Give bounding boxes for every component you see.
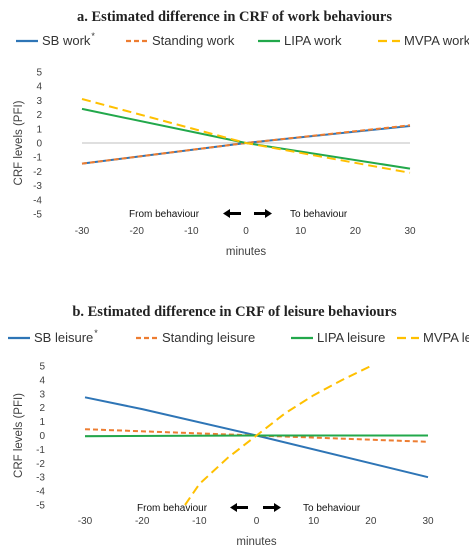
legend-superscript: * bbox=[94, 328, 98, 338]
arrow-right-head bbox=[265, 209, 272, 218]
annotation-from: From behaviour bbox=[129, 209, 200, 220]
x-tick-label: 30 bbox=[422, 516, 434, 527]
y-tick-label: 0 bbox=[39, 431, 45, 442]
y-tick-label: 3 bbox=[39, 389, 45, 400]
y-axis-label: CRF levels (PFI) bbox=[13, 100, 25, 185]
y-tick-label: -2 bbox=[33, 167, 42, 178]
x-tick-label: 0 bbox=[254, 516, 260, 527]
series-line bbox=[81, 98, 411, 174]
x-tick-label: 10 bbox=[308, 516, 320, 527]
series-line bbox=[184, 365, 372, 506]
y-tick-label: -4 bbox=[36, 487, 45, 498]
y-axis-label: CRF levels (PFI) bbox=[13, 393, 25, 478]
y-tick-label: -1 bbox=[33, 153, 42, 164]
x-tick-label: -10 bbox=[192, 516, 207, 527]
y-tick-label: 5 bbox=[39, 362, 45, 373]
y-tick-label: 1 bbox=[39, 417, 45, 428]
chart-title: a. Estimated difference in CRF of work b… bbox=[77, 9, 392, 25]
legend-label: MVPA work bbox=[404, 33, 469, 48]
y-tick-label: -5 bbox=[36, 501, 45, 512]
x-tick-label: 30 bbox=[404, 226, 416, 237]
legend-item: LIPA leisure bbox=[291, 330, 385, 345]
x-tick-label: -10 bbox=[184, 226, 199, 237]
y-tick-label: 0 bbox=[36, 139, 42, 150]
x-tick-label: -30 bbox=[78, 516, 93, 527]
x-tick-label: -30 bbox=[75, 226, 90, 237]
legend-item: SB leisure * bbox=[8, 328, 98, 345]
y-tick-label: -5 bbox=[33, 210, 42, 221]
legend-label: Standing work bbox=[152, 33, 235, 48]
legend-superscript: * bbox=[91, 31, 95, 41]
y-tick-label: -3 bbox=[33, 181, 42, 192]
legend: SB leisure * Standing leisure LIPA leisure M… bbox=[8, 328, 469, 345]
legend-label: SB leisure bbox=[34, 330, 93, 345]
y-tick-label: -3 bbox=[36, 473, 45, 484]
series-line bbox=[81, 124, 411, 165]
y-tick-label: -4 bbox=[33, 195, 42, 206]
x-tick-label: -20 bbox=[135, 516, 150, 527]
legend-label: SB work bbox=[42, 33, 91, 48]
legend-item: SB work * bbox=[16, 31, 95, 48]
y-tick-label: 4 bbox=[39, 375, 45, 386]
x-tick-label: -20 bbox=[129, 226, 144, 237]
x-axis-label: minutes bbox=[226, 246, 267, 258]
x-tick-label: 10 bbox=[295, 226, 307, 237]
y-tick-label: 2 bbox=[36, 110, 42, 121]
y-tick-label: -2 bbox=[36, 459, 45, 470]
arrow-left-head bbox=[230, 503, 237, 512]
legend-item: Standing work bbox=[126, 33, 235, 48]
legend-item: MVPA leisure* bbox=[397, 330, 469, 345]
chart-panel-b: b. Estimated difference in CRF of leisur… bbox=[8, 304, 469, 548]
y-tick-label: 5 bbox=[36, 68, 42, 79]
x-tick-label: 20 bbox=[365, 516, 377, 527]
y-tick-label: 1 bbox=[36, 124, 42, 135]
annotation-to: To behaviour bbox=[303, 503, 361, 514]
legend-label: MVPA leisure bbox=[423, 330, 469, 345]
y-tick-label: 2 bbox=[39, 403, 45, 414]
annotation-from: From behaviour bbox=[137, 503, 208, 514]
y-tick-label: -1 bbox=[36, 445, 45, 456]
arrow-left-head bbox=[223, 209, 230, 218]
legend: SB work * Standing work LIPA work MVPA work bbox=[16, 31, 469, 48]
legend-label: LIPA work bbox=[284, 33, 342, 48]
chart-panel-a: a. Estimated difference in CRF of work b… bbox=[13, 9, 469, 258]
legend-item: MVPA work bbox=[378, 33, 469, 48]
annotation-to: To behaviour bbox=[290, 209, 348, 220]
legend-label: Standing leisure bbox=[162, 330, 255, 345]
y-tick-label: 4 bbox=[36, 82, 42, 93]
y-tick-label: 3 bbox=[36, 96, 42, 107]
legend-item: Standing leisure bbox=[136, 330, 255, 345]
x-axis-label: minutes bbox=[236, 536, 277, 548]
series-line bbox=[84, 396, 429, 479]
arrow-right-head bbox=[274, 503, 281, 512]
series-line bbox=[81, 107, 411, 170]
legend-label: LIPA leisure bbox=[317, 330, 385, 345]
chart-title: b. Estimated difference in CRF of leisur… bbox=[72, 304, 397, 320]
x-tick-label: 0 bbox=[243, 226, 249, 237]
legend-item: LIPA work bbox=[258, 33, 342, 48]
x-tick-label: 20 bbox=[350, 226, 362, 237]
